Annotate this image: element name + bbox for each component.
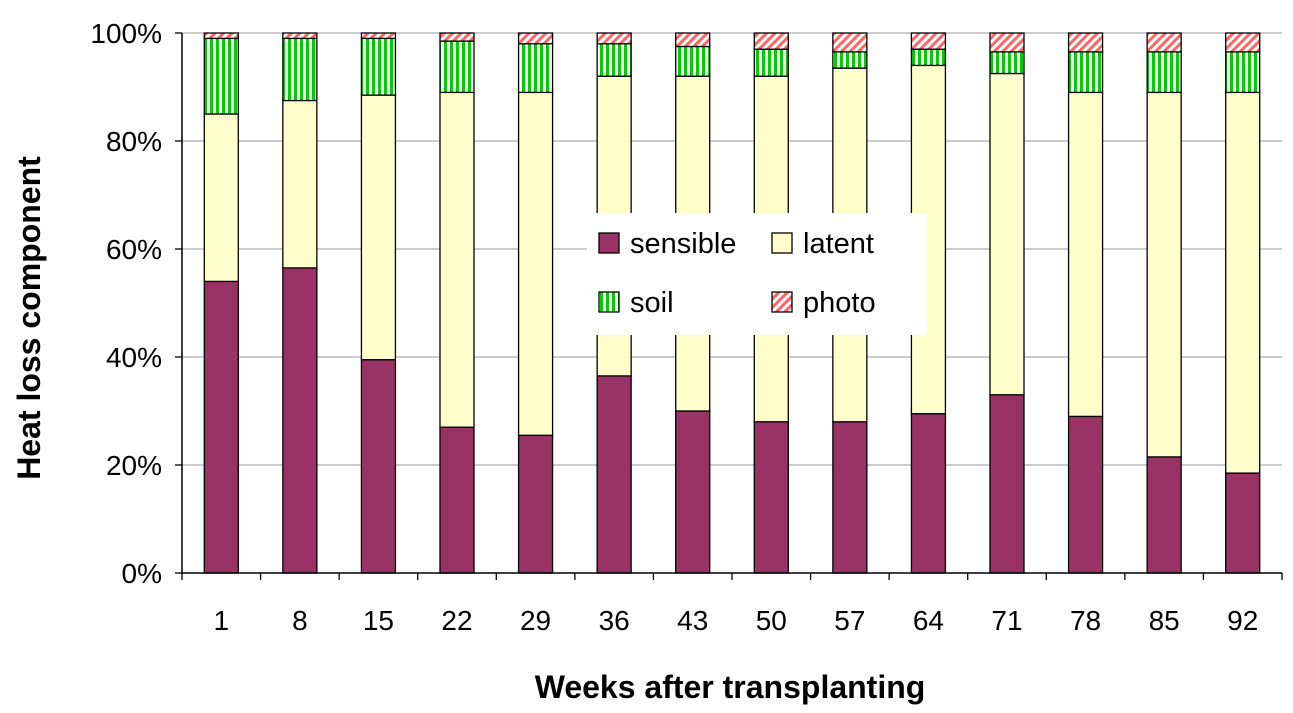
bar-segment-latent [1067, 91, 1104, 418]
x-tick-label: 29 [520, 605, 551, 636]
bar-segment-photo [517, 32, 554, 45]
y-tick-label: 0% [122, 558, 162, 589]
legend-box [587, 213, 927, 335]
bar-segment-latent [1225, 91, 1261, 474]
tick-labels: 0% 20% 40% 60% 80% 100% 1 8 15 22 29 36 43 50 57 64 71 78… [90, 18, 1258, 636]
bar-segment-sensible [439, 426, 475, 574]
bar-segment-soil [675, 45, 711, 77]
x-tick-label: 78 [1070, 605, 1101, 636]
y-tick-label: 20% [106, 450, 162, 481]
bar-segment-photo [360, 32, 397, 40]
bar-segment-latent [989, 72, 1025, 396]
bar-segment-soil [753, 48, 789, 77]
bar-segment-photo [989, 32, 1025, 53]
x-tick-label: 8 [292, 605, 308, 636]
bar-segment-photo [439, 32, 475, 42]
bar-segment-photo [832, 32, 868, 53]
legend-swatch-latent [771, 232, 793, 254]
axes [175, 32, 1283, 580]
bar-segment-latent [360, 94, 397, 361]
x-tick-label: 64 [913, 605, 944, 636]
bar-segment-sensible [753, 421, 789, 574]
x-tick-label: 22 [441, 605, 472, 636]
x-tick-label: 43 [677, 605, 708, 636]
y-axis-title: Heat loss component [11, 156, 47, 480]
legend-label-latent: latent [803, 228, 874, 260]
y-tick-label: 80% [106, 126, 162, 157]
x-tick-label: 92 [1227, 605, 1258, 636]
x-tick-label: 36 [599, 605, 630, 636]
bar-segment-latent [282, 99, 318, 269]
bar-segment-photo [596, 32, 632, 45]
bar-segment-latent [517, 91, 554, 436]
bar-segment-sensible [517, 434, 554, 574]
bar-segment-photo [282, 32, 318, 40]
bar-segment-soil [1067, 51, 1104, 94]
bar-segment-latent [439, 91, 475, 428]
x-tick-label: 1 [213, 605, 229, 636]
x-axis-title: Weeks after transplanting [535, 669, 926, 705]
bar-segment-sensible [675, 410, 711, 574]
bar-segment-sensible [1067, 415, 1104, 574]
bar-segment-photo [1225, 32, 1261, 53]
bar-segment-soil [596, 43, 632, 77]
bar-segment-sensible [910, 413, 947, 574]
legend-swatch-soil [598, 291, 620, 313]
bar-segment-photo [753, 32, 789, 50]
legend: sensible latent soil photo [587, 213, 927, 335]
x-tick-label: 85 [1149, 605, 1180, 636]
legend-label-soil: soil [630, 287, 674, 319]
bar-segment-soil [989, 51, 1025, 75]
bar-segment-soil [910, 48, 947, 67]
bar-segment-soil [1146, 51, 1182, 94]
bar-segment-photo [675, 32, 711, 48]
x-tick-label: 50 [756, 605, 787, 636]
bar-segment-soil [1225, 51, 1261, 94]
x-tick-label: 15 [363, 605, 394, 636]
y-tick-label: 60% [106, 234, 162, 265]
bar-segment-sensible [596, 375, 632, 574]
bar-segment-sensible [203, 280, 239, 574]
bar-segment-photo [203, 32, 239, 40]
bar-segment-sensible [360, 359, 397, 574]
bar-segment-photo [1067, 32, 1104, 53]
bar-segment-photo [910, 32, 947, 50]
bar-segment-photo [1146, 32, 1182, 53]
bar-segment-sensible [989, 394, 1025, 574]
bar-segment-sensible [832, 421, 868, 574]
bar-segment-soil [360, 37, 397, 96]
legend-label-photo: photo [803, 287, 876, 319]
y-tick-label: 100% [90, 18, 162, 49]
bar-segment-latent [1146, 91, 1182, 458]
x-tick-label: 57 [834, 605, 865, 636]
bar-segment-sensible [1225, 472, 1261, 574]
y-tick-label: 40% [106, 342, 162, 373]
bar-segment-sensible [1146, 456, 1182, 574]
bar-segment-soil [203, 37, 239, 115]
bar-segment-sensible [282, 267, 318, 574]
x-tick-label: 71 [991, 605, 1022, 636]
legend-swatch-sensible [598, 232, 620, 254]
bar-segment-soil [439, 40, 475, 94]
bar-segment-latent [203, 113, 239, 283]
legend-label-sensible: sensible [630, 228, 736, 260]
legend-swatch-photo [771, 291, 793, 313]
bar-segment-soil [517, 43, 554, 94]
bar-segment-soil [832, 51, 868, 69]
bar-segment-soil [282, 37, 318, 102]
